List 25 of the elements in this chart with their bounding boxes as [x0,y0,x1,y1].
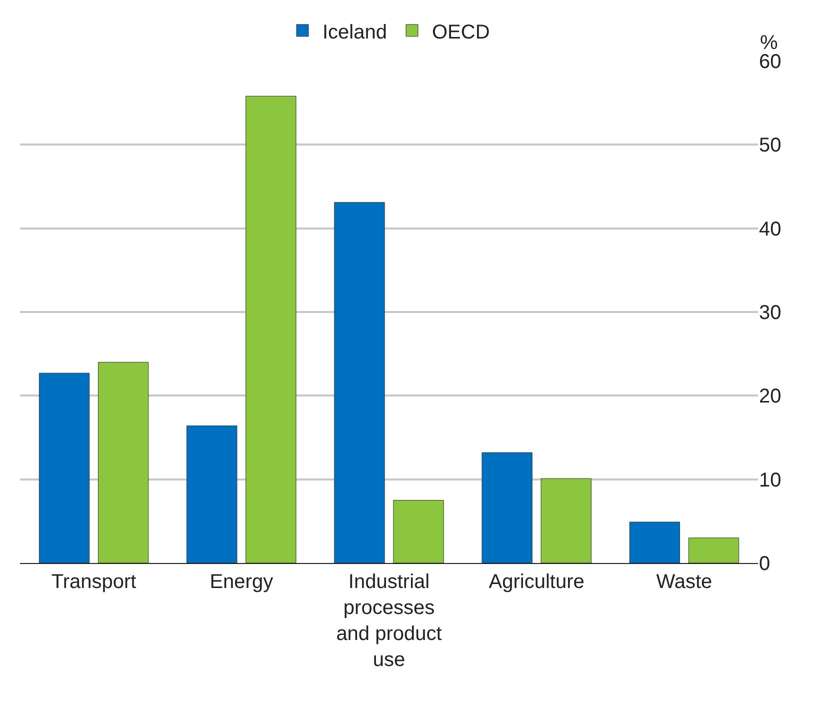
legend-label: Iceland [322,21,387,44]
y-tick-label: 50 [759,134,782,157]
y-tick-label: 20 [759,386,782,408]
y-tick-label: 30 [759,302,782,324]
x-tick-label: Agriculture [488,571,584,593]
bar [246,96,296,563]
bar [38,372,90,563]
bar [186,426,238,563]
y-tick-label: 0 [759,553,770,575]
y-tick-label: 60 [759,51,782,73]
x-tick-label: Energy [210,571,274,593]
y-axis-title: % [760,32,778,54]
y-tick-label: 40 [759,218,782,240]
x-tick-label: Industrial processes and product use [336,571,442,671]
x-tick-label: Waste [656,571,712,593]
bar [540,478,592,563]
y-tick-label: 10 [759,469,782,492]
bar [393,500,444,563]
bar [482,452,532,563]
x-tick-label: Transport [51,571,137,593]
bar [98,362,149,563]
legend-label: OECD [432,21,490,44]
bar [629,522,680,563]
bar [688,538,740,563]
bar [334,202,385,563]
